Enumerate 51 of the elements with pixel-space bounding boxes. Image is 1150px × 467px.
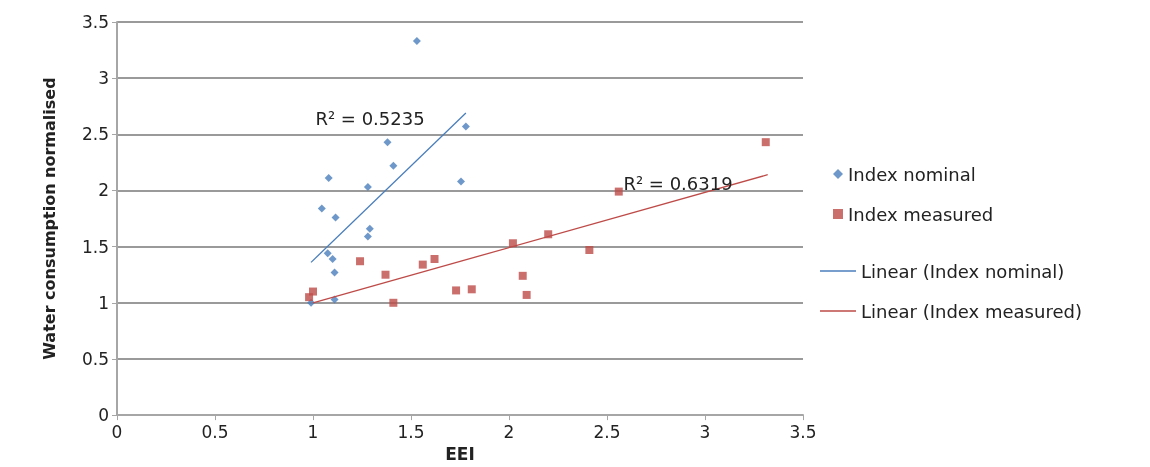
point bbox=[452, 286, 461, 295]
legend-label: Linear (Index nominal) bbox=[861, 260, 1065, 282]
legend-label: Linear (Index measured) bbox=[861, 300, 1082, 322]
point bbox=[430, 254, 439, 263]
point bbox=[389, 298, 398, 307]
legend-label: Index measured bbox=[848, 203, 994, 225]
point bbox=[456, 177, 465, 186]
x-axis-title: EEI bbox=[445, 443, 475, 464]
point bbox=[518, 271, 527, 280]
y-tick-label: 0.5 bbox=[81, 348, 109, 369]
point bbox=[412, 37, 421, 46]
point bbox=[389, 161, 398, 170]
x-tick-label: 2.5 bbox=[593, 421, 621, 442]
point bbox=[614, 187, 623, 196]
point bbox=[418, 260, 427, 269]
y-tick-label: 0 bbox=[98, 405, 109, 426]
y-tick-label: 2.5 bbox=[81, 124, 109, 145]
point bbox=[585, 246, 594, 254]
point bbox=[363, 183, 372, 192]
point bbox=[309, 287, 317, 296]
x-tick-label: 1 bbox=[307, 421, 319, 442]
x-tick-label: 3 bbox=[699, 421, 711, 442]
point bbox=[522, 290, 531, 299]
point bbox=[317, 204, 326, 213]
point bbox=[461, 122, 470, 131]
point bbox=[381, 270, 390, 279]
y-tick-label: 3.5 bbox=[81, 12, 109, 32]
point bbox=[761, 138, 770, 147]
y-tick-label: 2 bbox=[98, 180, 109, 201]
x-tick-label: 2 bbox=[503, 421, 515, 442]
point bbox=[383, 138, 392, 147]
x-tick-label: 0.5 bbox=[201, 421, 229, 442]
point bbox=[323, 249, 332, 258]
y-tick-label: 1.5 bbox=[81, 236, 109, 257]
point bbox=[363, 232, 372, 241]
x-tick-label: 0 bbox=[111, 421, 123, 442]
point bbox=[330, 268, 339, 277]
annotation: R² = 0.6319 bbox=[623, 172, 733, 194]
point bbox=[356, 257, 365, 266]
y-axis-title: Water consumption normalised bbox=[39, 77, 59, 360]
y-tick-label: 3 bbox=[98, 68, 109, 89]
point bbox=[467, 285, 476, 294]
legend-label: Index nominal bbox=[848, 163, 976, 185]
x-tick-label: 1.5 bbox=[397, 421, 425, 442]
point bbox=[328, 254, 337, 263]
point bbox=[324, 174, 333, 183]
x-tick-label: 3.5 bbox=[789, 421, 817, 442]
point bbox=[331, 213, 340, 222]
annotation: R² = 0.5235 bbox=[315, 107, 425, 129]
y-tick-label: 1 bbox=[98, 292, 109, 313]
point bbox=[365, 224, 374, 233]
